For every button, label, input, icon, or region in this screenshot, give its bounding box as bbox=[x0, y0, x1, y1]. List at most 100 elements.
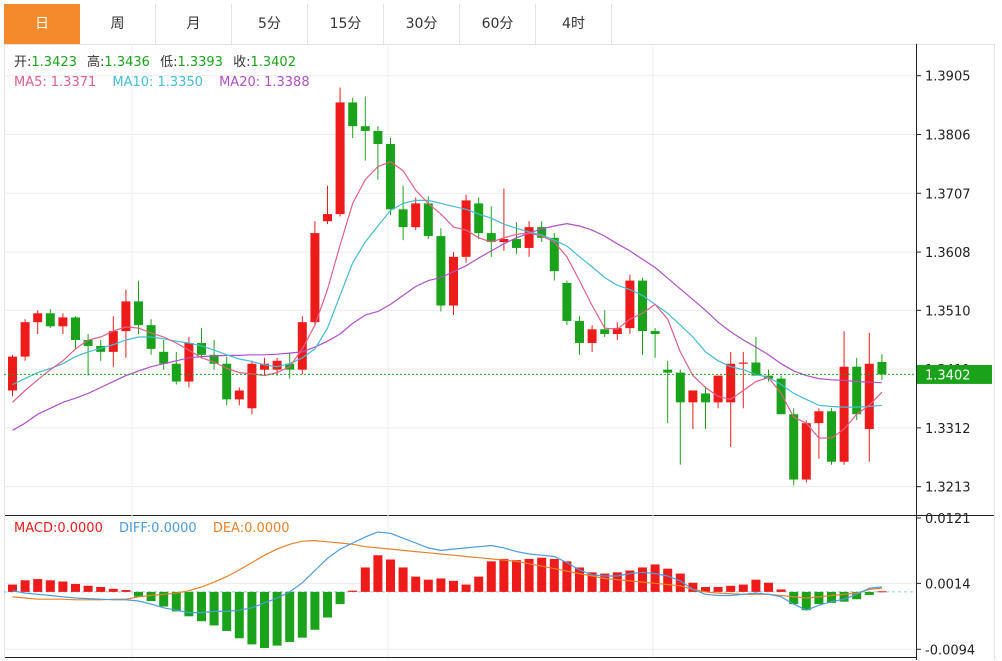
ma20-label: MA20: bbox=[219, 75, 260, 90]
price-tick-label: 1.3213 bbox=[925, 481, 971, 496]
candle-body bbox=[171, 363, 181, 382]
candle bbox=[411, 197, 421, 231]
candle bbox=[335, 87, 345, 217]
macd-histogram-bar bbox=[335, 591, 345, 605]
macd-histogram-bar bbox=[461, 584, 471, 592]
price-pane bbox=[8, 87, 887, 486]
ohlc-readout: 开:1.3423 高:1.3436 低:1.3393 收:1.3402 bbox=[14, 54, 296, 70]
tab-day[interactable]: 日 bbox=[4, 4, 80, 44]
tab-15min[interactable]: 15分 bbox=[308, 4, 384, 44]
macd-value: 0.0000 bbox=[57, 521, 103, 536]
tab-60min[interactable]: 60分 bbox=[460, 4, 536, 44]
macd-histogram-bar bbox=[197, 591, 206, 622]
candle bbox=[864, 332, 874, 462]
macd-histogram-bar bbox=[360, 567, 370, 592]
candle bbox=[8, 354, 17, 397]
close-value: 1.3402 bbox=[250, 55, 296, 70]
candle-body bbox=[45, 313, 55, 327]
candle-body bbox=[272, 360, 282, 370]
macd-histogram-bar bbox=[789, 591, 799, 605]
macd-histogram-bar bbox=[650, 564, 660, 592]
tab-week[interactable]: 周 bbox=[80, 4, 156, 44]
macd-tick-label: 0.0121 bbox=[925, 512, 971, 527]
candle-body bbox=[83, 339, 93, 346]
candle bbox=[323, 185, 332, 225]
macd-tick-label: -0.0094 bbox=[925, 643, 975, 658]
macd-histogram-bar bbox=[726, 585, 736, 592]
candle bbox=[449, 252, 458, 316]
macd-histogram-bar bbox=[58, 581, 68, 592]
candle bbox=[814, 408, 824, 459]
macd-histogram-bar bbox=[108, 588, 118, 592]
candle bbox=[45, 309, 55, 329]
macd-histogram-bar bbox=[486, 561, 496, 592]
macd-histogram-bar bbox=[474, 576, 484, 592]
candle bbox=[297, 316, 307, 375]
high-value: 1.3436 bbox=[104, 55, 150, 70]
tab-4hour[interactable]: 4时 bbox=[536, 4, 612, 44]
candle bbox=[58, 313, 68, 335]
candle-body bbox=[58, 317, 68, 327]
candle-body bbox=[663, 369, 673, 373]
candle-body bbox=[310, 233, 320, 323]
macd-histogram-bar bbox=[45, 580, 55, 592]
tab-5min[interactable]: 5分 bbox=[232, 4, 308, 44]
price-tick-label: 1.3312 bbox=[925, 422, 971, 437]
price-tick-label: 1.3905 bbox=[925, 70, 971, 85]
candle-body bbox=[638, 280, 647, 332]
high-label: 高: bbox=[87, 54, 104, 70]
macd-histogram-bar bbox=[285, 591, 295, 642]
candle bbox=[675, 369, 685, 465]
candle-body bbox=[675, 372, 685, 403]
candle bbox=[751, 337, 761, 376]
candle bbox=[184, 337, 194, 388]
candle bbox=[474, 197, 484, 240]
candle-body bbox=[499, 239, 509, 242]
candle-body bbox=[789, 414, 799, 480]
macd-histogram-bar bbox=[386, 559, 395, 592]
candle bbox=[638, 277, 647, 355]
macd-histogram-bar bbox=[449, 580, 458, 592]
macd-label: MACD: bbox=[14, 521, 57, 536]
candle bbox=[96, 339, 106, 361]
candle bbox=[247, 360, 257, 415]
ma10-value: 1.3350 bbox=[157, 75, 203, 90]
candle bbox=[108, 316, 118, 367]
diff-label: DIFF: bbox=[119, 521, 151, 536]
last-price-badge bbox=[917, 364, 992, 384]
candle bbox=[524, 221, 534, 257]
tab-30min[interactable]: 30分 bbox=[384, 4, 460, 44]
ma5-value: 1.3371 bbox=[51, 75, 97, 90]
macd-histogram-bar bbox=[751, 579, 761, 592]
candle-body bbox=[71, 317, 80, 340]
candle-body bbox=[562, 282, 572, 321]
candle bbox=[499, 188, 509, 251]
macd-histogram-bar bbox=[373, 555, 383, 592]
candle bbox=[839, 331, 849, 465]
dea-line bbox=[12, 539, 882, 601]
candle-body bbox=[600, 329, 610, 335]
tab-month[interactable]: 月 bbox=[156, 4, 232, 44]
ma20-line bbox=[12, 222, 882, 431]
diff-line bbox=[12, 531, 882, 614]
candle-body bbox=[852, 366, 862, 415]
candle bbox=[222, 356, 232, 406]
macd-histogram-bar bbox=[71, 583, 80, 592]
candle-body bbox=[436, 236, 446, 306]
macd-histogram-bar bbox=[562, 561, 572, 592]
candle-body bbox=[625, 280, 635, 329]
candle-body bbox=[209, 354, 219, 364]
candle bbox=[612, 322, 622, 340]
macd-histogram-bar bbox=[675, 573, 685, 592]
candle-body bbox=[20, 322, 30, 357]
candle bbox=[461, 194, 471, 263]
candle-body bbox=[8, 356, 17, 391]
candle bbox=[348, 97, 358, 139]
candle-body bbox=[713, 375, 723, 403]
macd-histogram-bar bbox=[121, 590, 131, 592]
macd-histogram-bar bbox=[801, 591, 811, 611]
candle bbox=[575, 316, 584, 355]
candle-body bbox=[323, 214, 332, 222]
macd-readout: MACD:0.0000 DIFF:0.0000 DEA:0.0000 bbox=[14, 521, 290, 536]
